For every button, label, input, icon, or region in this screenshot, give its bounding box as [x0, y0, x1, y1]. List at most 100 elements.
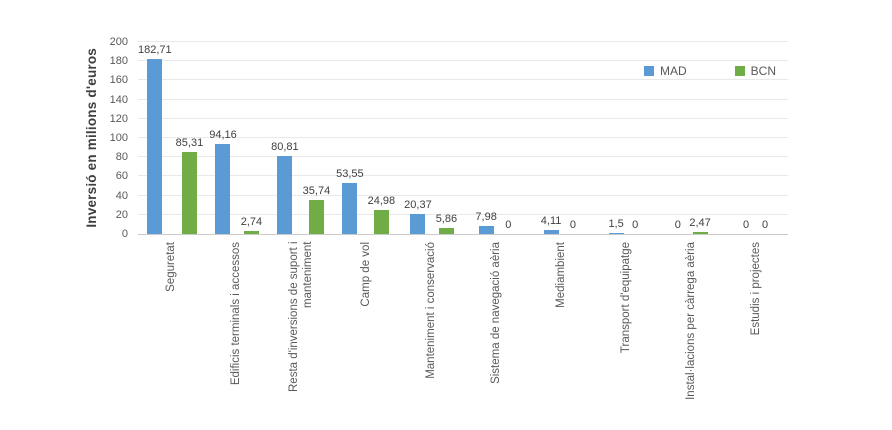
x-axis-label: Seguretat: [164, 242, 177, 292]
x-axis-label: Instal·lacions per càrrega aèria: [684, 242, 697, 400]
bar-group: 20,37 5,86: [398, 42, 463, 234]
gridline: [138, 213, 788, 215]
gridline: [138, 117, 788, 119]
y-tick-label: 60: [115, 170, 128, 183]
gridline: [138, 137, 788, 138]
bar-mad: [543, 230, 559, 234]
legend-item-mad: MAD: [643, 64, 687, 78]
x-axis-label: Mediambient: [554, 242, 567, 308]
y-tick-label: 120: [109, 112, 128, 125]
bar-column-mad: 20,37: [404, 199, 432, 234]
bar-column-mad: 0: [739, 219, 754, 234]
value-label: 0: [505, 219, 512, 231]
x-label-cell: Resta d'inversions de suport i mantenime…: [268, 235, 333, 418]
bar-mad: [478, 226, 494, 234]
value-label: 0: [761, 219, 769, 231]
bar-column-bcn: 2,74: [241, 216, 262, 234]
bar-group: 80,81 35,74: [268, 42, 333, 234]
y-tick-label: 200: [109, 36, 128, 48]
bar-group: 0 2,47: [658, 42, 723, 234]
bar-chart: MAD BCN 182,71 85,31 94,16 2,74 80,81 35,74 53,…: [138, 41, 788, 418]
value-label: 2,74: [240, 216, 263, 229]
bar-group: 182,71 85,31: [138, 42, 203, 234]
value-label: 4,11: [540, 215, 562, 228]
x-axis-labels: Seguretat Edificis terminals i accessos Re…: [138, 235, 788, 418]
bar-column-mad: 0: [670, 219, 685, 234]
x-axis-label: Transport d'equipatge: [619, 242, 632, 354]
bar-bcn: [308, 199, 324, 234]
legend-label: MAD: [659, 64, 687, 78]
bar-column-bcn: 0: [758, 219, 773, 234]
bar-pair: 4,11 0: [541, 42, 581, 234]
bar-pair: 20,37 5,86: [404, 42, 457, 234]
x-label-cell: Transport d'equipatge: [593, 235, 658, 418]
value-label: 85,31: [175, 137, 204, 150]
x-label-cell: Sistema de navegació aèria: [463, 235, 528, 418]
value-label: 2,47: [689, 216, 711, 229]
bar-pair: 7,98 0: [475, 42, 515, 234]
x-label-cell: Instal·lacions per càrrega aèria: [658, 235, 723, 418]
bar-column-bcn: 0: [565, 219, 580, 234]
bar-column-mad: 1,5: [608, 217, 624, 234]
x-axis-label: Sistema de navegació aèria: [489, 242, 502, 384]
bar-bcn: [373, 210, 389, 234]
x-axis-label: Manteniment i conservació: [424, 242, 437, 379]
bar-bcn: [243, 231, 259, 234]
bar-group: 7,98 0: [463, 42, 528, 234]
bar-bcn: [438, 228, 454, 234]
bar-column-bcn: 35,74: [303, 185, 330, 234]
gridline: [138, 79, 788, 81]
bar-column-bcn: 24,98: [368, 195, 395, 234]
bar-group: 4,11 0: [528, 42, 593, 234]
y-tick-label: 80: [115, 151, 128, 164]
bar-column-mad: 94,16: [209, 129, 237, 234]
y-tick-label: 20: [115, 208, 128, 221]
bar-column-bcn: 2,47: [689, 216, 711, 234]
value-label: 0: [632, 219, 639, 231]
x-label-cell: Estudis i projectes: [723, 235, 788, 418]
y-tick-label: 160: [109, 74, 128, 87]
bar-column-mad: 7,98: [475, 211, 497, 234]
value-label: 0: [569, 219, 576, 231]
bar-column-mad: 182,71: [138, 44, 172, 234]
x-axis-label: Edificis terminals i accessos: [229, 242, 242, 386]
bar-column-bcn: 85,31: [175, 137, 204, 234]
value-label: 7,98: [475, 211, 497, 224]
legend-label: BCN: [750, 64, 776, 78]
bar-mad: [410, 214, 426, 234]
bar-column-mad: 53,55: [336, 168, 364, 234]
bar-column-bcn: 5,86: [436, 213, 457, 234]
value-label: 53,55: [336, 167, 364, 180]
bar-group: 94,16 2,74: [203, 42, 268, 234]
legend-item-bcn: BCN: [734, 64, 776, 78]
bar-pair: 94,16 2,74: [209, 42, 262, 234]
value-label: 20,37: [404, 199, 432, 212]
bar-groups: 182,71 85,31 94,16 2,74 80,81 35,74 53,55 24,98…: [138, 42, 788, 234]
y-axis-ticks: 0 20 40 60 80 100 120 140 160 180 200: [96, 36, 132, 240]
x-label-cell: Seguretat: [138, 235, 203, 418]
bar-pair: 182,71 85,31: [138, 42, 203, 234]
gridline: [138, 60, 788, 62]
gridline: [138, 41, 788, 42]
legend-swatch-mad: [643, 66, 654, 76]
plot-area: MAD BCN 182,71 85,31 94,16 2,74 80,81 35,74 53,…: [138, 41, 788, 235]
value-label: 1,5: [608, 217, 624, 230]
bar-mad: [147, 58, 163, 234]
value-label: 182,71: [138, 43, 172, 56]
bar-column-bcn: 0: [501, 219, 516, 234]
value-label: 0: [742, 219, 750, 231]
legend: MAD BCN: [643, 64, 776, 78]
bar-column-bcn: 0: [628, 219, 643, 234]
gridline: [138, 156, 788, 158]
value-label: 94,16: [209, 128, 237, 141]
bar-column-mad: 80,81: [271, 141, 299, 234]
x-label-cell: Camp de vol: [333, 235, 398, 418]
value-label: 0: [674, 219, 681, 231]
y-tick-label: 40: [115, 189, 128, 202]
x-axis-label: Resta d'inversions de suport i mantenime…: [287, 242, 314, 393]
bar-bcn: [692, 231, 708, 234]
y-tick-label: 100: [109, 132, 128, 144]
bar-mad: [608, 232, 624, 234]
